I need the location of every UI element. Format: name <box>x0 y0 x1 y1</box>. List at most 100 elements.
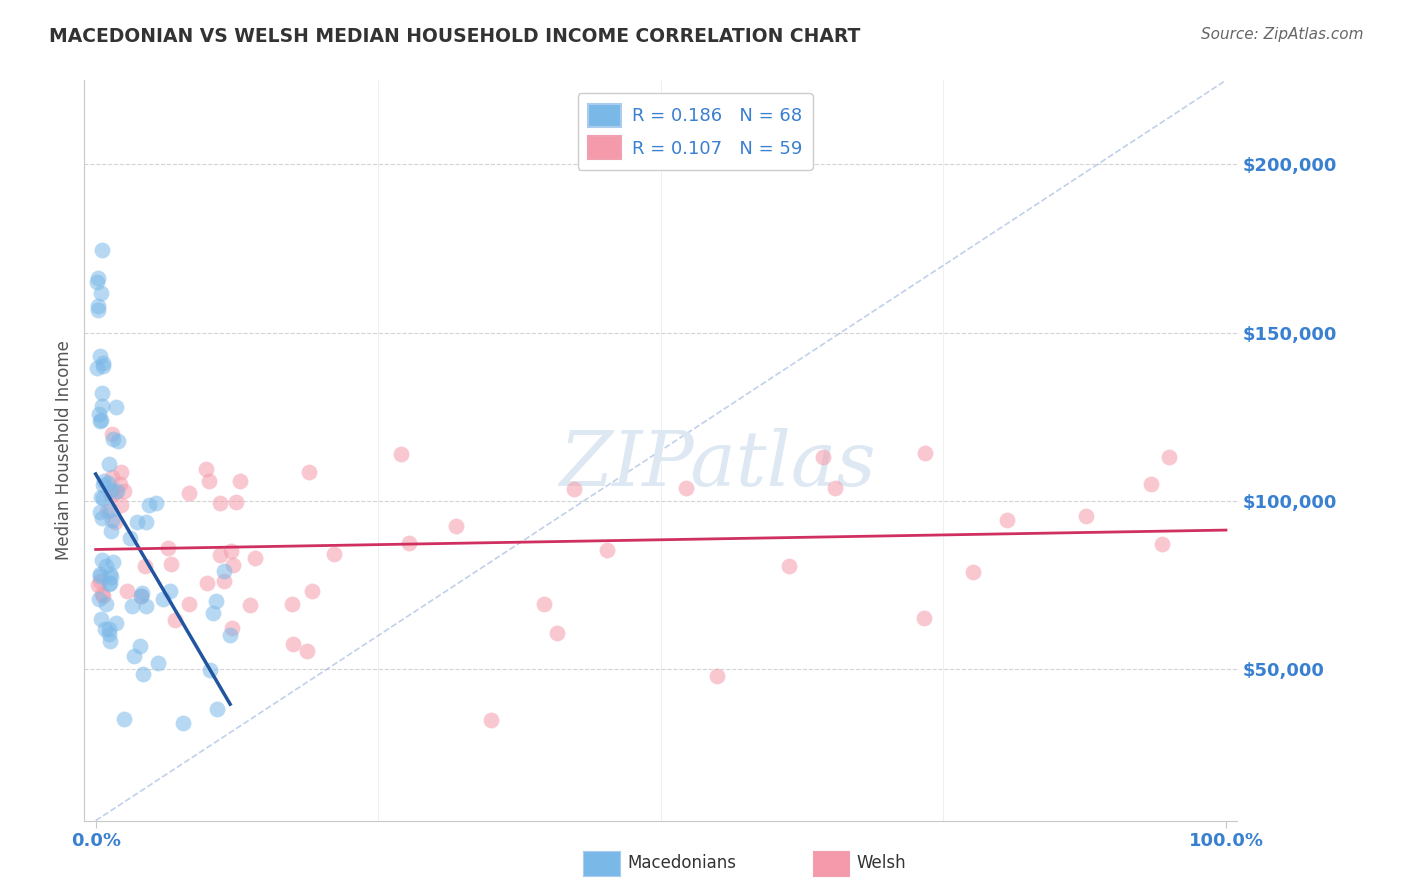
Point <box>89 574 111 589</box>
Point <box>105 400 128 414</box>
Point <box>201 607 224 621</box>
Point <box>100 483 122 497</box>
Point <box>103 555 125 569</box>
Point <box>546 626 568 640</box>
Point <box>91 553 114 567</box>
Point <box>914 445 936 459</box>
Point <box>122 648 145 663</box>
Point <box>110 499 132 513</box>
Point <box>93 590 115 604</box>
Point <box>281 597 304 611</box>
Point <box>110 466 132 480</box>
Point <box>1074 509 1097 524</box>
Point <box>91 399 114 413</box>
Point <box>93 475 115 489</box>
Point <box>89 414 111 428</box>
Text: Macedonians: Macedonians <box>627 855 737 872</box>
Point <box>98 502 121 516</box>
Point <box>398 536 420 550</box>
Point <box>90 413 112 427</box>
Point <box>89 505 111 519</box>
Point <box>105 484 128 499</box>
Point <box>91 491 114 505</box>
Point <box>197 575 219 590</box>
Point <box>225 495 247 509</box>
Point <box>811 450 834 465</box>
Point <box>533 597 555 611</box>
Point <box>562 483 585 497</box>
Point <box>145 496 167 510</box>
Point <box>108 477 131 491</box>
Point <box>100 488 122 502</box>
Point <box>90 285 112 300</box>
Point <box>100 570 122 584</box>
Point <box>160 557 183 571</box>
Point <box>129 639 152 653</box>
Point <box>112 483 135 498</box>
Point <box>444 519 467 533</box>
Point <box>706 669 728 683</box>
Point <box>101 427 124 442</box>
Point <box>221 621 243 635</box>
Legend: R = 0.186   N = 68, R = 0.107   N = 59: R = 0.186 N = 68, R = 0.107 N = 59 <box>578 93 813 170</box>
Point <box>298 465 321 479</box>
Point <box>222 558 245 573</box>
Point <box>96 558 118 573</box>
Point <box>90 612 112 626</box>
Point <box>135 599 157 613</box>
Point <box>127 516 149 530</box>
Point <box>87 407 110 421</box>
Point <box>239 598 262 612</box>
Point <box>96 503 118 517</box>
Point <box>1159 450 1181 465</box>
Point <box>94 598 117 612</box>
Point <box>824 481 846 495</box>
Point <box>138 498 160 512</box>
Point <box>101 432 124 446</box>
Point <box>90 510 112 524</box>
Point <box>86 360 108 375</box>
Point <box>132 667 155 681</box>
Point <box>221 544 243 558</box>
Point <box>675 481 697 495</box>
Point <box>97 475 120 490</box>
Point <box>98 457 121 471</box>
Point <box>100 513 122 527</box>
Text: Welsh: Welsh <box>856 855 905 872</box>
Point <box>177 597 200 611</box>
Point <box>90 244 112 258</box>
Point <box>112 712 135 726</box>
Point <box>100 633 122 648</box>
Point <box>90 490 112 504</box>
Text: ZIPatlas: ZIPatlas <box>560 428 877 502</box>
Point <box>198 663 221 677</box>
Point <box>89 567 111 582</box>
Point <box>995 513 1018 527</box>
Point <box>104 516 127 530</box>
Point <box>962 566 984 580</box>
Point <box>205 702 228 716</box>
Point <box>1152 537 1174 551</box>
Point <box>134 559 156 574</box>
Point <box>91 385 114 400</box>
Point <box>778 559 800 574</box>
Point <box>219 628 242 642</box>
Point <box>131 586 153 600</box>
Point <box>152 591 174 606</box>
Point <box>301 584 323 599</box>
Point <box>87 302 110 317</box>
Point <box>389 447 412 461</box>
Point <box>172 716 194 731</box>
Point <box>89 349 111 363</box>
Point <box>97 622 120 636</box>
Point <box>912 610 935 624</box>
Point <box>91 356 114 370</box>
Point <box>159 583 181 598</box>
Point <box>89 569 111 583</box>
Point <box>100 524 122 538</box>
Point <box>98 566 121 581</box>
Point <box>121 599 143 613</box>
Point <box>93 623 115 637</box>
Point <box>208 496 231 510</box>
Point <box>165 613 187 627</box>
